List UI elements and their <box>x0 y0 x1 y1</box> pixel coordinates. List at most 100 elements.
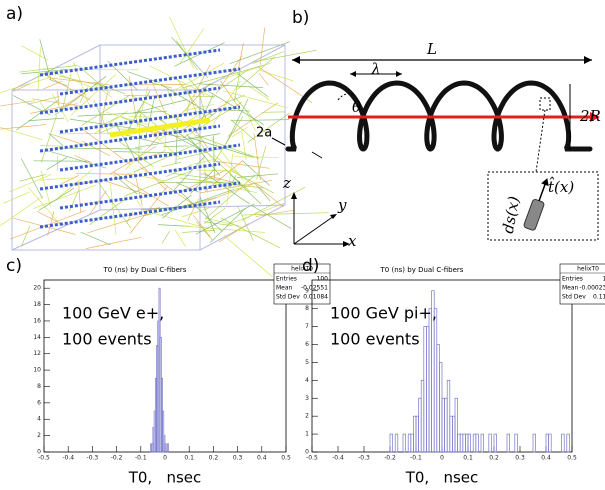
shower-track <box>124 170 192 197</box>
shower-track <box>9 173 53 193</box>
shower-track <box>19 174 47 182</box>
shower-track <box>202 87 264 125</box>
fiber-element <box>523 178 549 231</box>
shower-track <box>114 175 138 195</box>
shower-track <box>204 207 226 224</box>
stats-box <box>559 263 605 305</box>
histogram-bar <box>488 433 492 453</box>
y-tick-label: 2 <box>37 432 41 439</box>
shower-track <box>186 133 221 176</box>
shower-track <box>77 110 167 117</box>
stats-label: Mean <box>276 285 293 292</box>
histogram-bar <box>428 308 432 453</box>
zoom-box <box>487 171 599 241</box>
shower-track <box>256 145 267 180</box>
shower-track <box>109 183 117 236</box>
shower-track <box>58 132 114 135</box>
shower-track <box>229 41 291 65</box>
shower-track <box>133 140 203 173</box>
histogram-bar <box>439 362 443 453</box>
pointer <box>271 137 286 146</box>
histogram-bar <box>433 308 438 453</box>
x-tick-label: 0.3 <box>233 455 243 462</box>
shower-track <box>43 80 63 90</box>
shower-track <box>0 77 51 93</box>
histogram-bar <box>436 344 440 453</box>
cylinder <box>523 199 545 231</box>
stats-value: -0.0002319 <box>579 285 605 292</box>
shower-track <box>38 187 75 211</box>
y-tick-label: 1 <box>305 431 309 438</box>
x-tick-label: 0.1 <box>463 455 473 462</box>
shower-track <box>223 235 273 278</box>
shower-track <box>225 99 249 145</box>
y-tick-label: 0 <box>305 449 309 456</box>
fiber-chain <box>59 105 241 134</box>
shower-track <box>241 131 247 161</box>
histogram-bar <box>462 433 466 453</box>
shower-track <box>37 47 41 92</box>
shower-track <box>147 129 179 158</box>
histogram-bar <box>441 397 445 453</box>
histogram-bar <box>410 433 414 453</box>
shower-track <box>248 85 270 100</box>
fiber-chain <box>39 124 221 153</box>
x-tick-label: -0.5 <box>38 455 50 462</box>
histogram-bar <box>162 410 165 453</box>
panel-label: a) <box>6 4 23 24</box>
annotation: 100 GeV pi+, <box>330 304 437 323</box>
shower-track <box>200 173 234 183</box>
shower-track <box>176 103 227 134</box>
panel-label: c) <box>6 256 22 276</box>
axis-label: y <box>337 196 347 214</box>
y-tick-label: 18 <box>33 301 41 308</box>
shower-track <box>257 185 271 202</box>
shower-track <box>29 103 78 114</box>
stats-box <box>273 263 331 305</box>
shower-track <box>46 157 68 171</box>
y-tick-label: 0 <box>37 449 41 456</box>
shower-track <box>149 65 215 99</box>
shower-track <box>258 72 269 86</box>
shower-track <box>112 171 169 207</box>
arrowheads <box>350 71 402 77</box>
shower-track <box>137 85 149 126</box>
shower-track <box>196 179 257 193</box>
shower-track <box>49 77 110 86</box>
histogram-bar <box>465 433 469 453</box>
shower-track <box>203 172 250 205</box>
shower-track <box>222 90 288 109</box>
x-tick-label: -0.1 <box>135 455 147 462</box>
shower-track <box>109 146 157 175</box>
shower-track <box>241 212 329 216</box>
histogram-bar <box>548 433 552 453</box>
shower-track <box>174 42 225 67</box>
fiber-chain <box>39 48 221 77</box>
shower-track <box>161 188 235 216</box>
y-tick-label: 10 <box>33 367 41 374</box>
shower-track <box>233 69 241 103</box>
shower-track <box>0 126 43 141</box>
length-label: L <box>426 40 437 58</box>
fiber-chain <box>59 181 241 210</box>
shower-track <box>99 178 152 197</box>
y-tick-label: 8 <box>37 383 41 390</box>
shower-track <box>80 231 111 246</box>
y-tick-label: 8 <box>305 305 309 312</box>
x-tick-label: -0.4 <box>332 455 344 462</box>
x-tick-label: -0.2 <box>111 455 123 462</box>
shower-track <box>39 39 52 80</box>
x-tick-label: 0.5 <box>281 455 291 462</box>
y-tick-label: 3 <box>305 395 309 402</box>
stats-value: 0.1142 <box>593 294 605 301</box>
histogram-bar <box>415 415 419 453</box>
fiber-chain <box>39 86 221 115</box>
histogram-bar <box>413 415 417 453</box>
shower-track <box>106 111 148 125</box>
shower-track <box>70 73 117 116</box>
shower-track <box>19 65 78 73</box>
shower-track <box>220 217 281 249</box>
x-tick-label: 0.4 <box>257 455 267 462</box>
shower-track <box>151 81 168 119</box>
